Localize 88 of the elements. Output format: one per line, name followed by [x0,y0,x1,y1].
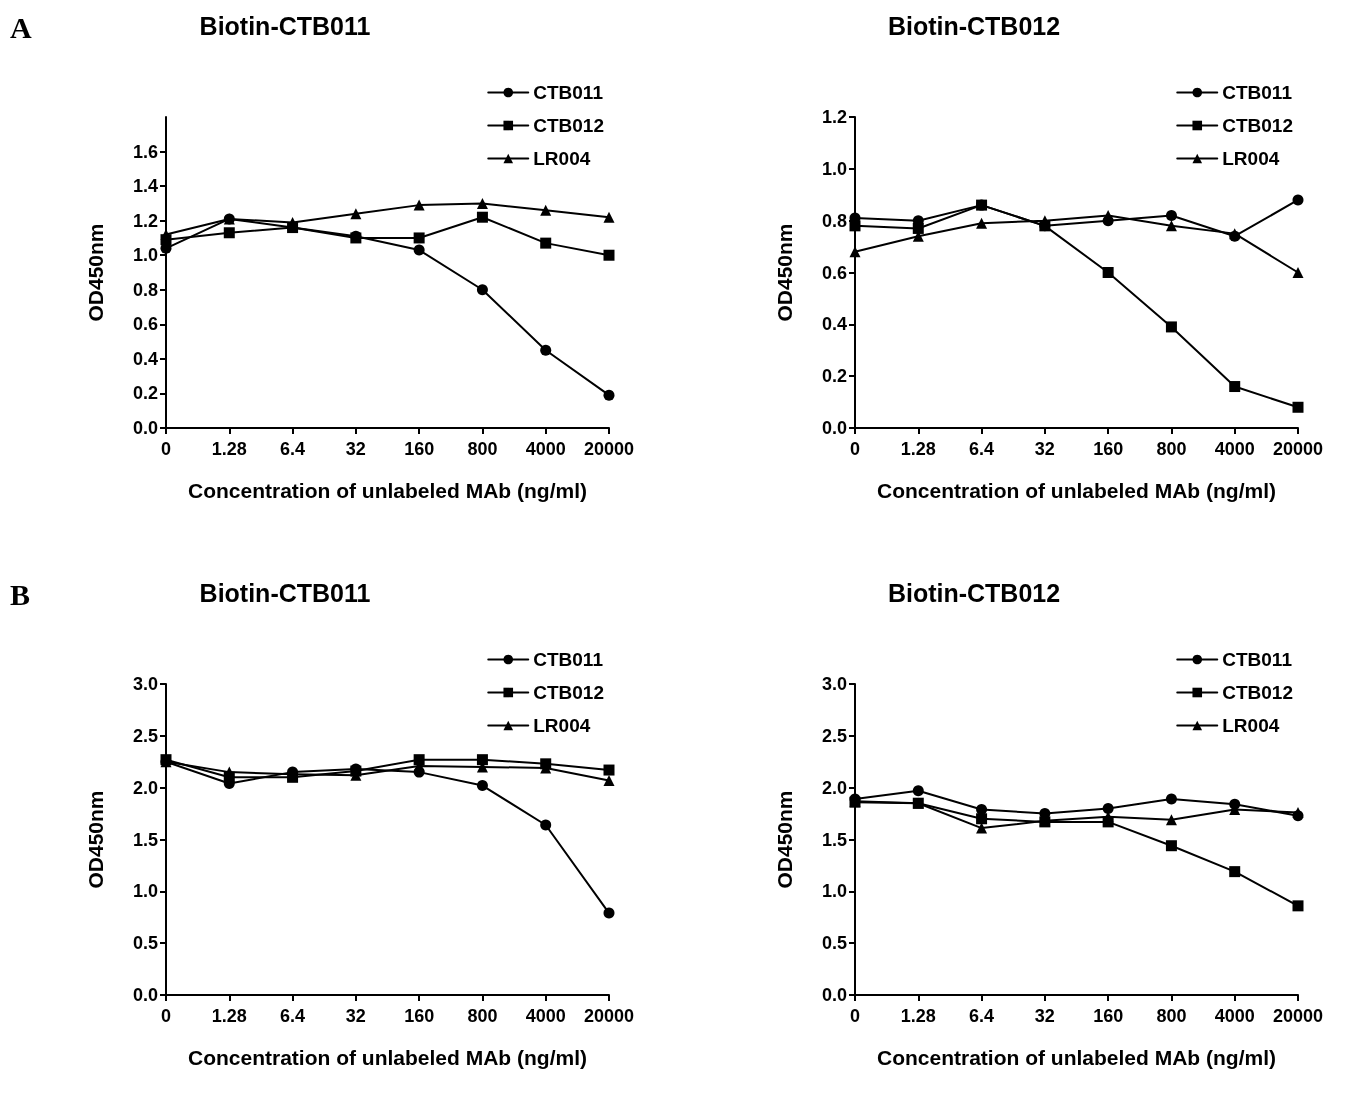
y-tick-label: 1.0 [132,881,158,902]
y-tick-label: 1.0 [821,158,847,179]
legend-label: LR004 [1222,148,1280,169]
legend-label: CTB011 [533,649,604,670]
x-tick-label: 32 [345,1006,366,1026]
x-axis-title: Concentration of unlabeled MAb (ng/ml) [188,1046,587,1069]
x-tick-label: 0 [160,439,172,459]
x-tick-label: 6.4 [969,1006,995,1026]
y-axis-title: OD450nm [773,790,796,889]
y-tick-label: 1.6 [132,141,158,162]
x-tick-label: 6.4 [969,439,995,459]
x-tick-label: 4000 [1214,439,1255,459]
legend-label: CTB011 [1222,82,1293,103]
y-tick-label: 2.5 [821,725,847,746]
x-axis-title: Concentration of unlabeled MAb (ng/ml) [877,479,1276,502]
x-tick-label: 4000 [525,1006,566,1026]
x-tick-label: 800 [467,439,498,459]
y-tick-label: 0.5 [132,933,158,954]
x-tick-label: 160 [1093,439,1124,459]
x-axis-title: Concentration of unlabeled MAb (ng/ml) [188,479,587,502]
y-tick-label: 1.0 [821,881,847,902]
legend-label: LR004 [533,148,591,169]
y-tick-label: 0.4 [821,314,847,335]
legend-label: CTB011 [1222,649,1293,670]
x-tick-label: 32 [1034,439,1055,459]
y-tick-label: 2.0 [132,777,158,798]
y-axis-title: OD450nm [84,223,107,322]
legend-label: CTB012 [533,115,604,136]
y-tick-label: 3.0 [132,674,158,694]
x-tick-label: 32 [1034,1006,1055,1026]
y-tick-label: 0.6 [132,314,158,335]
y-tick-label: 0.6 [821,262,847,283]
x-tick-label: 160 [404,1006,435,1026]
legend-label: CTB011 [533,82,604,103]
y-tick-label: 0.8 [132,279,158,300]
x-tick-label: 1.28 [211,439,247,459]
x-tick-label: 32 [345,439,366,459]
x-tick-label: 6.4 [280,1006,306,1026]
x-tick-label: 160 [404,439,435,459]
y-tick-label: 1.2 [132,210,158,231]
y-tick-label: 1.5 [821,829,847,850]
y-axis-title: OD450nm [773,223,796,322]
x-tick-label: 20000 [1272,439,1324,459]
y-tick-label: 2.5 [132,725,158,746]
y-tick-label: 0.2 [821,366,847,387]
chart-title: Biotin-CTB012 [887,11,1061,40]
x-tick-label: 800 [467,1006,498,1026]
y-tick-label: 0.4 [132,348,158,369]
legend-label: CTB012 [533,682,604,703]
x-tick-label: 20000 [583,439,635,459]
y-tick-label: 0.0 [132,418,158,438]
x-tick-label: 800 [1156,439,1187,459]
y-tick-label: 0.0 [821,985,847,1005]
y-tick-label: 0.2 [132,383,158,404]
chart-title: Biotin-CTB011 [199,578,371,607]
x-tick-label: 0 [160,1006,172,1026]
y-tick-label: 1.0 [132,245,158,266]
chart-title: Biotin-CTB011 [199,11,371,40]
y-tick-label: 0.0 [132,985,158,1005]
x-tick-label: 0 [849,439,861,459]
y-tick-label: 2.0 [821,777,847,798]
x-axis-title: Concentration of unlabeled MAb (ng/ml) [877,1046,1276,1069]
x-tick-label: 1.28 [900,1006,936,1026]
y-tick-label: 1.2 [821,107,847,127]
x-tick-label: 1.28 [211,1006,247,1026]
y-tick-label: 1.5 [132,829,158,850]
y-tick-label: 0.8 [821,210,847,231]
legend-label: CTB012 [1222,115,1293,136]
y-axis-title: OD450nm [84,790,107,889]
text: A [10,10,32,44]
x-tick-label: 4000 [525,439,566,459]
x-tick-label: 0 [849,1006,861,1026]
x-tick-label: 1.28 [900,439,936,459]
x-tick-label: 4000 [1214,1006,1255,1026]
y-tick-label: 3.0 [821,674,847,694]
y-tick-label: 0.0 [821,418,847,438]
x-tick-label: 20000 [583,1006,635,1026]
x-tick-label: 800 [1156,1006,1187,1026]
x-tick-label: 6.4 [280,439,306,459]
legend-label: LR004 [533,715,591,736]
y-tick-label: 0.5 [821,933,847,954]
x-tick-label: 20000 [1272,1006,1324,1026]
y-tick-label: 1.4 [132,176,158,197]
legend-label: CTB012 [1222,682,1293,703]
legend-label: LR004 [1222,715,1280,736]
text: B [10,577,31,611]
x-tick-label: 160 [1093,1006,1124,1026]
chart-title: Biotin-CTB012 [887,578,1061,607]
